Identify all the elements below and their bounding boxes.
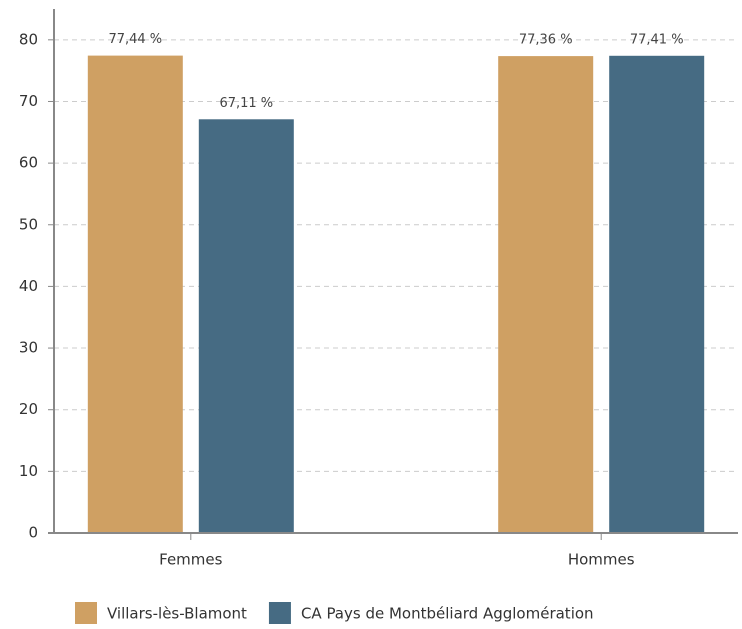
y-tick-label: 10 <box>19 462 38 480</box>
y-tick-label: 30 <box>19 339 38 357</box>
legend-swatch <box>268 602 291 624</box>
y-tick-label: 50 <box>19 215 38 233</box>
y-tick-label: 0 <box>28 524 38 542</box>
x-tick-label: Hommes <box>568 551 635 569</box>
y-tick-label: 70 <box>19 92 38 110</box>
bar <box>198 119 294 533</box>
y-tick-label: 40 <box>19 277 38 295</box>
value-label: 77,36 % <box>519 33 573 48</box>
value-label: 77,44 % <box>108 32 162 47</box>
legend-swatch <box>75 602 97 624</box>
bar <box>87 55 183 534</box>
legend-label: Villars-lès-Blamont <box>107 605 247 623</box>
y-tick-label: 60 <box>19 154 38 172</box>
bar <box>609 55 705 533</box>
y-tick-label: 20 <box>19 400 38 418</box>
value-label: 67,11 % <box>219 96 273 111</box>
x-tick-label: Femmes <box>159 551 222 569</box>
value-label: 77,41 % <box>630 32 684 47</box>
bar <box>498 56 594 533</box>
y-tick-label: 80 <box>19 30 38 48</box>
legend-label: CA Pays de Montbéliard Agglomération <box>301 605 594 623</box>
